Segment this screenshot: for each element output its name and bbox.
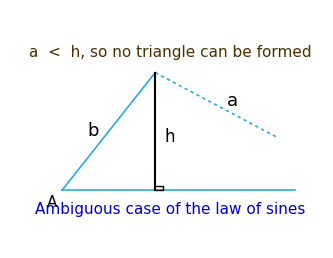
Text: h: h	[164, 128, 175, 146]
Text: Ambiguous case of the law of sines: Ambiguous case of the law of sines	[36, 202, 306, 217]
Text: b: b	[88, 122, 99, 140]
Text: a: a	[227, 92, 238, 110]
Text: A: A	[47, 195, 57, 210]
Text: a  <  h, so no triangle can be formed: a < h, so no triangle can be formed	[29, 45, 312, 60]
